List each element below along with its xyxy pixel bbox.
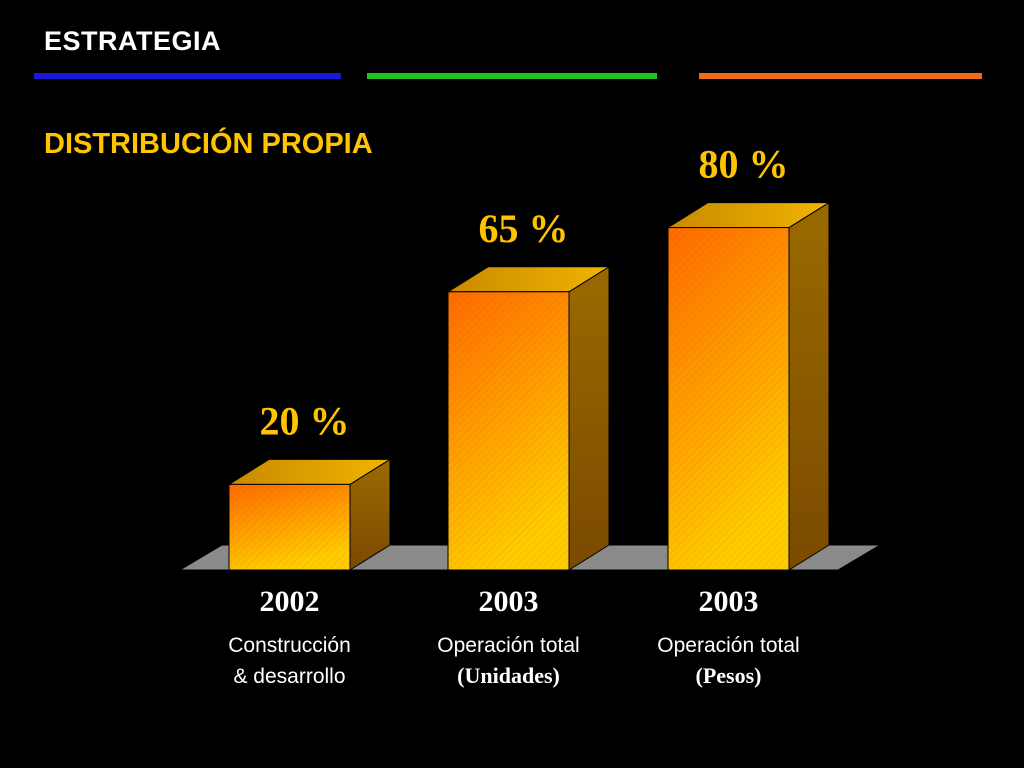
bar-texture xyxy=(448,291,569,570)
caption-line1: Operación total xyxy=(657,634,799,657)
caption-line2: (Unidades) xyxy=(457,663,560,688)
divider-blue xyxy=(34,73,341,79)
bar xyxy=(666,201,831,571)
category-label: 2002 xyxy=(260,585,320,618)
value-label: 80 % xyxy=(699,142,789,187)
bar-texture xyxy=(229,484,350,570)
value-label: 20 % xyxy=(260,398,350,443)
value-label: 65 % xyxy=(479,206,569,251)
category-label: 2003 xyxy=(699,585,759,618)
divider-green xyxy=(367,73,657,79)
header-title: ESTRATEGIA xyxy=(44,26,222,56)
bar-texture xyxy=(668,227,789,570)
caption-line1: Construcción xyxy=(228,634,351,657)
category-label: 2003 xyxy=(479,585,539,618)
caption-line2: (Pesos) xyxy=(696,663,762,688)
bar xyxy=(446,265,611,571)
caption-line1: Operación total xyxy=(437,634,579,657)
bar xyxy=(227,458,392,571)
bar-side xyxy=(568,265,610,571)
bar-side xyxy=(788,201,830,571)
divider-orange xyxy=(699,73,982,79)
caption-line2: & desarrollo xyxy=(233,665,345,688)
chart-subtitle: DISTRIBUCIÓN PROPIA xyxy=(44,128,373,160)
